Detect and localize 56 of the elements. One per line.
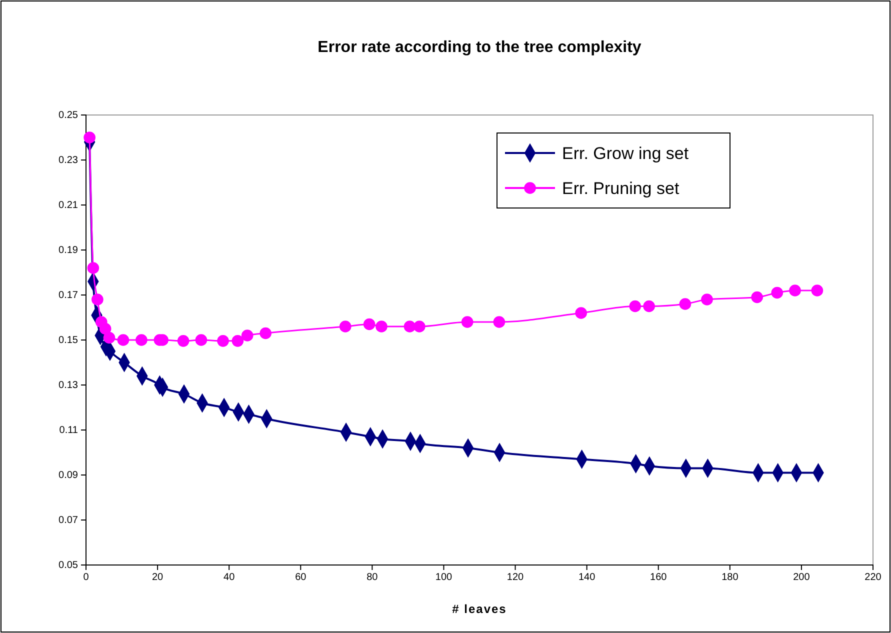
point bbox=[701, 294, 713, 306]
y-tick-label: 0.07 bbox=[58, 515, 78, 526]
point bbox=[679, 298, 692, 310]
point bbox=[136, 334, 148, 346]
point bbox=[87, 262, 100, 274]
y-tick-label: 0.13 bbox=[58, 380, 78, 392]
x-tick-label: 200 bbox=[793, 572, 810, 584]
y-tick-label: 0.17 bbox=[58, 290, 78, 302]
point bbox=[99, 322, 112, 335]
x-axis-title: # leaves bbox=[452, 602, 507, 616]
x-tick-label: 220 bbox=[864, 572, 882, 584]
x-tick-label: 120 bbox=[506, 572, 524, 584]
x-tick-label: 40 bbox=[224, 572, 236, 584]
point bbox=[232, 334, 244, 347]
y-tick-label: 0.11 bbox=[59, 425, 78, 436]
point bbox=[811, 284, 824, 296]
point bbox=[404, 320, 416, 332]
y-tick-label: 0.09 bbox=[58, 470, 78, 482]
x-tick-label: 100 bbox=[435, 572, 453, 584]
point bbox=[363, 318, 376, 330]
point bbox=[177, 334, 190, 347]
point bbox=[575, 307, 588, 319]
point bbox=[195, 334, 208, 346]
point bbox=[241, 330, 254, 342]
y-tick-label: 0.23 bbox=[58, 155, 78, 166]
x-tick-label: 80 bbox=[366, 572, 378, 584]
y-tick-label: 0.21 bbox=[58, 200, 78, 212]
point bbox=[643, 300, 655, 312]
point bbox=[771, 286, 784, 299]
point bbox=[461, 316, 474, 328]
x-tick-label: 0 bbox=[83, 572, 90, 584]
point bbox=[217, 334, 229, 347]
x-tick-label: 160 bbox=[650, 572, 668, 584]
point bbox=[103, 332, 116, 344]
y-tick-label: 0.15 bbox=[58, 335, 78, 346]
x-tick-label: 180 bbox=[722, 572, 739, 584]
x-tick-label: 140 bbox=[578, 572, 596, 584]
point bbox=[629, 300, 642, 312]
legend-label: Err. Grow ing set bbox=[562, 144, 689, 163]
y-tick-label: 0.25 bbox=[58, 110, 78, 122]
point bbox=[413, 320, 426, 332]
point bbox=[260, 327, 272, 340]
point bbox=[493, 316, 506, 328]
point bbox=[84, 132, 96, 144]
x-tick-label: 60 bbox=[295, 572, 307, 584]
point bbox=[789, 284, 801, 296]
point bbox=[92, 294, 104, 306]
point bbox=[117, 334, 130, 346]
chart-title: Error rate according to the tree complexity bbox=[318, 39, 642, 56]
x-tick-label: 20 bbox=[152, 572, 164, 584]
legend-label: Err. Pruning set bbox=[562, 179, 680, 198]
y-tick-label: 0.05 bbox=[58, 560, 78, 572]
point bbox=[751, 291, 764, 304]
point bbox=[376, 320, 388, 332]
y-tick-label: 0.19 bbox=[58, 245, 78, 256]
point bbox=[339, 320, 352, 332]
